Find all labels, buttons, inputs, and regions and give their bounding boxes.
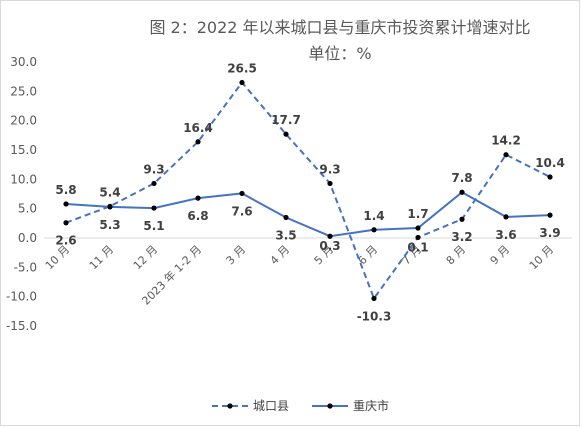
series-line: [65, 190, 551, 238]
data-label: 9.3: [319, 162, 340, 176]
y-tick-label: -10.0: [6, 290, 37, 304]
data-point: [415, 225, 421, 231]
data-point: [503, 214, 509, 220]
data-label: 1.4: [363, 209, 384, 223]
data-point: [151, 205, 157, 211]
data-label: 6.8: [187, 209, 208, 223]
data-label: 0.3: [319, 239, 340, 253]
x-tick-label: 9 月: [488, 243, 512, 267]
data-point: [415, 234, 421, 241]
y-tick-label: -15.0: [6, 319, 37, 333]
y-tick-label: 20.0: [10, 114, 37, 128]
data-label: 3.6: [495, 228, 516, 242]
data-label: 16.4: [183, 121, 213, 135]
legend-item: 重庆市: [312, 398, 389, 413]
x-tick-label: 4 月: [268, 243, 292, 267]
data-point: [327, 180, 333, 187]
data-label: 10.4: [535, 156, 565, 170]
data-point: [63, 201, 69, 207]
chart-subtitle: 单位：%: [308, 44, 372, 63]
data-label: 5.3: [99, 218, 120, 232]
y-tick-label: -5.0: [14, 260, 37, 274]
x-tick-label: 11 月: [87, 243, 116, 272]
data-point: [283, 214, 289, 221]
x-tick-label: 6 月: [356, 243, 380, 267]
x-tick-label: 10 月: [527, 243, 556, 272]
y-tick-label: 25.0: [10, 84, 37, 98]
y-tick-label: 5.0: [18, 202, 37, 216]
x-tick-label: 3 月: [224, 243, 248, 267]
data-point: [195, 195, 201, 201]
data-label: 3.2: [451, 230, 472, 244]
y-tick-label: 10.0: [10, 172, 37, 186]
series-layer: 2.6 5.4 9.3 16.4 26.5 17.7 9.3 -10.3 0.1 3.2 14.2 1…: [55, 62, 564, 324]
data-label: 7.6: [231, 204, 252, 218]
data-point: [503, 152, 509, 158]
legend: 城口县 重庆市: [212, 398, 389, 413]
data-label: 5.8: [55, 183, 76, 197]
data-label: 0.1: [407, 240, 428, 254]
data-point: [239, 190, 245, 197]
data-label: 3.9: [539, 226, 560, 240]
data-point: [547, 212, 553, 218]
series-1: 2.6 5.4 9.3 16.4 26.5 17.7 9.3 -10.3 0.1 3.2 14.2 1…: [55, 62, 564, 324]
data-label: -10.3: [357, 309, 392, 323]
chart-title: 图 2：2022 年以来城口县与重庆市投资累计增速对比: [149, 18, 531, 37]
data-point: [195, 139, 201, 145]
legend-marker: [227, 403, 233, 409]
data-point: [371, 227, 377, 233]
x-tick-label: 12 月: [131, 243, 160, 272]
legend-label: 重庆市: [353, 398, 389, 413]
data-point: [63, 220, 69, 226]
y-tick-label: 0.0: [18, 231, 37, 245]
data-point: [239, 79, 245, 86]
data-point: [107, 204, 113, 210]
legend-marker: [327, 403, 333, 409]
data-point: [283, 131, 289, 137]
y-tick-label: 30.0: [10, 55, 37, 69]
data-label: 14.2: [491, 134, 521, 148]
data-label: 5.4: [99, 185, 120, 199]
y-tick-label: 15.0: [10, 143, 37, 157]
x-tick-label: 8 月: [444, 243, 468, 267]
legend-item: 城口县: [212, 399, 289, 413]
y-axis: 30.0 25.0 20.0 15.0 10.0 5.0 0.0 -5.0 -10.0 -15.0: [6, 55, 37, 333]
data-label: 9.3: [143, 162, 164, 176]
data-point: [151, 180, 157, 187]
data-label: 1.7: [407, 207, 428, 221]
data-point: [459, 216, 465, 222]
data-label: 17.7: [271, 113, 301, 127]
series-2: 5.8 5.3 5.1 6.8 7.6 3.5 0.3 1.4 1.7 7.8 3.6 3.9: [55, 171, 560, 253]
data-label: 5.1: [143, 219, 164, 233]
data-label: 3.5: [275, 228, 296, 242]
data-point: [459, 189, 465, 195]
data-point: [327, 233, 333, 239]
data-point: [371, 295, 377, 302]
data-label: 7.8: [451, 171, 472, 185]
data-label: 2.6: [55, 234, 76, 248]
series-line: [65, 80, 551, 301]
data-label: 26.5: [227, 62, 257, 76]
legend-label: 城口县: [253, 399, 289, 413]
data-point: [547, 174, 553, 180]
